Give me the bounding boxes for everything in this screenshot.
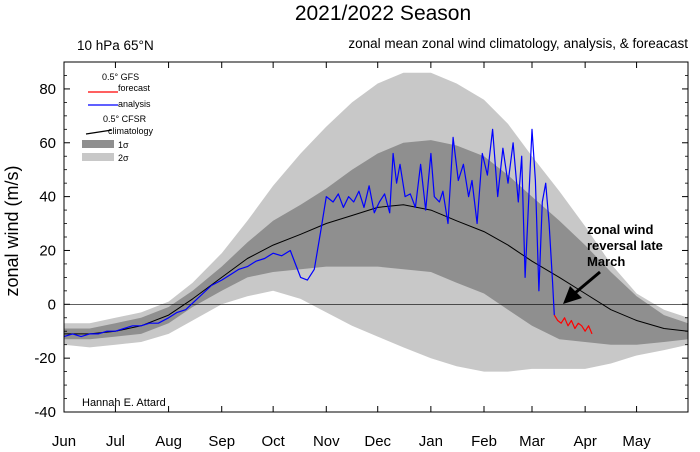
- x-axis-ticks: Jun Jul Aug Sep Oct Nov Dec Jan Feb Mar Apr May: [52, 62, 651, 450]
- x-tick-label: Jul: [106, 433, 125, 450]
- forecast-line: [553, 314, 593, 335]
- y-tick-label: 0: [48, 296, 56, 313]
- sigma-bands: [64, 72, 688, 372]
- x-tick-label: Sep: [208, 433, 235, 450]
- annotation-line-3: March: [587, 254, 625, 269]
- annotation-arrow-head: [563, 286, 582, 304]
- annotation-line-2: reversal late: [587, 238, 663, 253]
- x-tick-label: Nov: [313, 433, 340, 450]
- x-tick-label: Mar: [519, 433, 545, 450]
- legend-analysis-label: analysis: [118, 99, 151, 109]
- x-tick-label: Apr: [573, 433, 596, 450]
- y-tick-label: 60: [39, 135, 56, 152]
- chart-subtitle-left: 10 hPa 65°N: [77, 38, 154, 53]
- legend-forecast-label: forecast: [118, 83, 151, 93]
- annotation-arrow-shaft: [574, 270, 601, 295]
- x-tick-label: Oct: [261, 433, 285, 450]
- sigma1-band: [64, 140, 688, 345]
- x-tick-label: Jan: [419, 433, 443, 450]
- legend-sigma1-swatch: [82, 140, 114, 148]
- y-tick-label: -40: [34, 404, 56, 421]
- x-tick-label: Jun: [52, 433, 76, 450]
- series-lines: [63, 128, 689, 338]
- legend-climatology-swatch: [85, 129, 113, 135]
- annotation-line-1: zonal wind: [587, 222, 654, 237]
- legend-gfs-header: 0.5° GFS: [102, 72, 139, 82]
- legend-sigma1-label: 1σ: [118, 140, 129, 150]
- y-tick-label: 20: [39, 242, 56, 259]
- x-tick-label: May: [622, 433, 651, 450]
- reversal-annotation: zonal wind reversal late March: [563, 222, 663, 304]
- legend-climatology-label: climatology: [108, 126, 154, 136]
- analysis-line: [63, 128, 555, 338]
- y-tick-label: -20: [34, 350, 56, 367]
- x-tick-label: Feb: [471, 433, 497, 450]
- x-tick-label: Dec: [364, 433, 391, 450]
- y-tick-label: 40: [39, 189, 56, 206]
- chart-subtitle-right: zonal mean zonal wind climatology, analy…: [348, 36, 688, 51]
- credit-text: Hannah E. Attard: [82, 397, 166, 409]
- y-tick-label: 80: [39, 81, 56, 98]
- x-tick-label: Aug: [155, 433, 182, 450]
- chart-title: 2021/2022 Season: [295, 2, 471, 25]
- climatology-line: [64, 204, 689, 335]
- y-axis-label: zonal wind (m/s): [2, 165, 22, 296]
- legend: 0.5° GFS forecast analysis 0.5° CFSR cli…: [82, 72, 154, 163]
- y-axis-ticks: -40 -20 0 20 40 60 80: [34, 61, 688, 421]
- legend-cfsr-header: 0.5° CFSR: [103, 114, 147, 124]
- legend-sigma2-swatch: [82, 153, 114, 161]
- legend-sigma2-label: 2σ: [118, 153, 129, 163]
